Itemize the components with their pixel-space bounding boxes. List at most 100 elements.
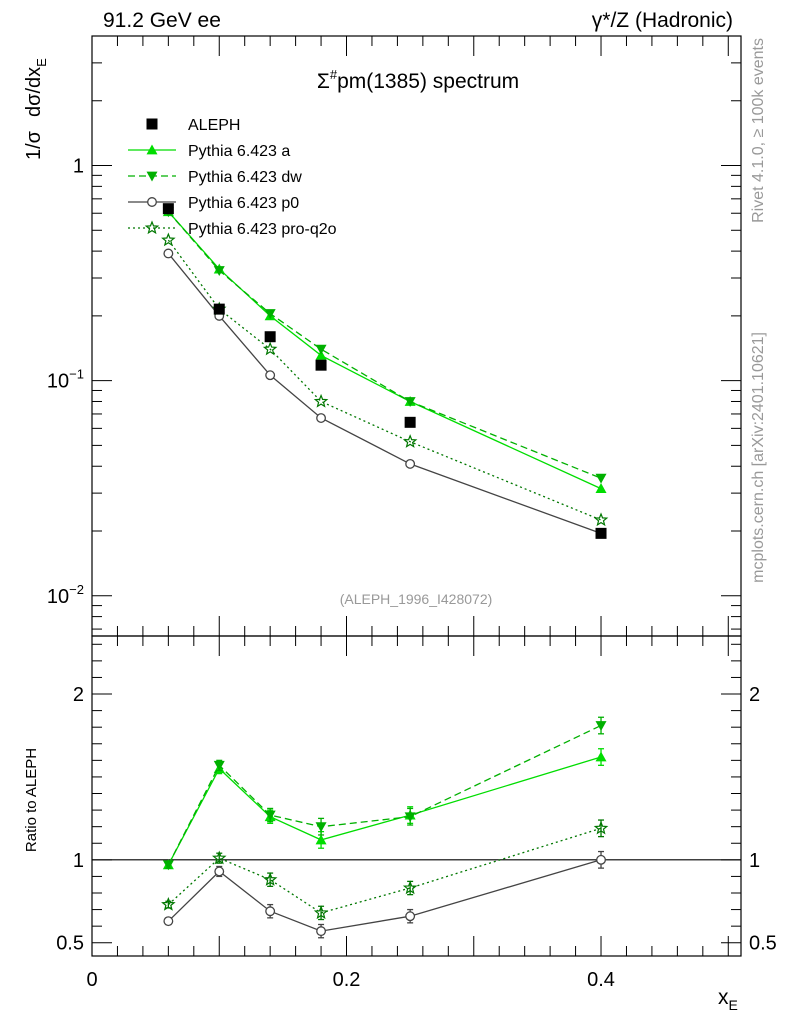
legend: ALEPH Pythia 6.423 a Pythia 6.423 dw Pythia… [128,117,337,238]
series-pythia-6-423-dw-ratio-line [167,724,602,866]
series-pythia-6-423-pro-q2o-main-point [262,341,278,356]
main-y-tick-exp: −1 [69,367,84,382]
series-pythia-6-423-p0-ratio-point [163,916,174,927]
ratio-y-tick-label-left: 2 [73,684,84,706]
legend-label: Pythia 6.423 p0 [188,195,299,212]
x-axis-label-main: x [718,986,729,1009]
x-tick-label: 0.2 [333,969,361,991]
series-pythia-6-423-pro-q2o-ratio-line [167,827,602,914]
main-y-ticks: 110−110−2 [47,35,741,630]
legend-marker [146,144,158,155]
ratio-y-ticks: 0.5 0.5 1 1 2 2 [56,643,777,955]
series-pythia-6-423-p0-ratio-point [596,854,606,865]
aleph-data-point [213,303,225,315]
series-pythia-6-423-a-main-point [595,483,607,493]
ratio-panel-frame [91,635,742,957]
series-pythia-6-423-p0-ratio-point [265,906,276,917]
x-tick-label: 0 [86,969,97,991]
series-pythia-6-423-dw-main-point [404,397,416,407]
main-ylabel-1: 1/σ [23,130,45,160]
series-pythia-6-423-pro-q2o-ratio-point [262,872,278,886]
x-axis-label: xE [718,986,738,1013]
main-series-layer [161,206,609,539]
series-pythia-6-423-pro-q2o-main-line [167,239,602,521]
legend-label: Pythia 6.423 pro-q2o [188,221,337,238]
main-ylabel-sub: E [34,58,49,67]
ratio-panel: 0.5 0.5 1 1 2 2 0 0.2 0.4 [56,635,777,991]
series-pythia-6-423-p0-main-point [265,370,276,381]
ratio-y-tick-label-left: 1 [73,850,84,872]
x-tick-label: 0.4 [587,969,615,991]
main-y-tick-label: 1 [73,156,84,178]
series-pythia-6-423-pro-q2o-ratio-point [161,896,176,911]
series-pythia-6-423-dw-ratio-point [162,860,174,871]
series-pythia-6-423-pro-q2o-main-point [402,434,418,448]
series-pythia-6-423-p0-main-line [167,253,602,535]
legend-label: Pythia 6.423 dw [188,169,302,186]
series-pythia-6-423-pro-q2o-main-point [161,232,176,247]
ratio-x-ticks: 0 0.2 0.4 [86,636,729,991]
legend-marker [146,118,158,130]
series-pythia-6-423-p0-ratio-point [214,866,225,877]
aleph-data-point [162,203,174,215]
series-pythia-6-423-pro-q2o-ratio-point [402,880,418,895]
series-pythia-6-423-a-ratio-line [167,756,602,866]
header-right-label: γ*/Z (Hadronic) [592,9,733,32]
rivet-version-label: Rivet 4.1.0, ≥ 100k events [750,38,767,223]
main-y-tick-label: 10−2 [47,582,84,608]
main-y-tick-label: 10−1 [47,367,84,393]
mcplots-credit-label: mcplots.cern.ch [arXiv:2401.10621] [750,332,767,583]
x-axis-label-sub: E [729,997,738,1013]
chart-title-sup: # [330,67,338,82]
series-pythia-6-423-dw-main-point [264,309,276,320]
series-pythia-6-423-dw-ratio-point [595,721,607,732]
series-pythia-6-423-a-ratio-point [595,751,607,762]
series-pythia-6-423-pro-q2o-ratio-point [593,820,609,835]
main-data-layer [162,203,607,539]
ratio-series-layer [161,716,609,939]
ratio-y-tick-label-right: 1 [749,850,760,872]
series-pythia-6-423-pro-q2o-ratio-point [313,905,329,920]
series-pythia-6-423-dw-main-point [595,473,607,484]
series-pythia-6-423-pro-q2o-ratio-point [211,850,227,865]
ratio-y-tick-label-right: 2 [749,684,760,706]
main-y-tick-base: 10 [47,371,69,393]
legend-marker [147,197,157,207]
series-pythia-6-423-p0-ratio-point [405,911,416,922]
series-pythia-6-423-a-main-point [315,349,327,360]
chart-title: Σ#pm(1385) spectrum [317,67,519,93]
series-pythia-6-423-p0-ratio-point [316,926,327,937]
main-y-tick-exp: −2 [69,582,84,597]
series-pythia-6-423-dw-main-line [167,211,602,479]
series-pythia-6-423-dw-ratio-point [264,810,276,821]
series-pythia-6-423-a-main-line [167,211,602,490]
main-ylabel-2: dσ/dx [23,67,45,117]
aleph-data-point [595,527,607,539]
main-panel: 110−110−2 [47,35,742,637]
series-pythia-6-423-p0-main-point [405,458,416,469]
series-pythia-6-423-dw-ratio-point [315,822,327,833]
series-pythia-6-423-p0-main-point [163,248,174,259]
ratio-y-tick-label-left: 0.5 [56,933,84,955]
series-pythia-6-423-pro-q2o-main-point [593,512,609,527]
aleph-data-point [315,359,327,371]
main-y-tick-base: 10 [47,586,69,608]
main-y-axis-label-text: 1/σ dσ/dxE [23,58,49,160]
series-pythia-6-423-p0-ratio-line [167,859,602,932]
chart-title-pre: Σ [317,70,330,93]
series-pythia-6-423-dw-main-point [315,344,327,355]
aleph-data-point [264,331,276,343]
main-y-tick-base: 1 [73,156,84,178]
ratio-y-axis-label: Ratio to ALEPH [23,748,40,852]
main-x-ticks [91,36,729,636]
series-pythia-6-423-dw-ratio-point [404,812,416,823]
analysis-label: (ALEPH_1996_I428072) [340,591,493,607]
legend-label: Pythia 6.423 a [188,143,290,160]
header-left-label: 91.2 GeV ee [103,9,221,32]
legend-marker [146,171,158,182]
legend-marker [144,220,160,235]
series-pythia-6-423-dw-ratio-point [213,760,225,771]
series-pythia-6-423-a-ratio-point [315,834,327,845]
chart-title-post: pm(1385) spectrum [337,70,519,93]
